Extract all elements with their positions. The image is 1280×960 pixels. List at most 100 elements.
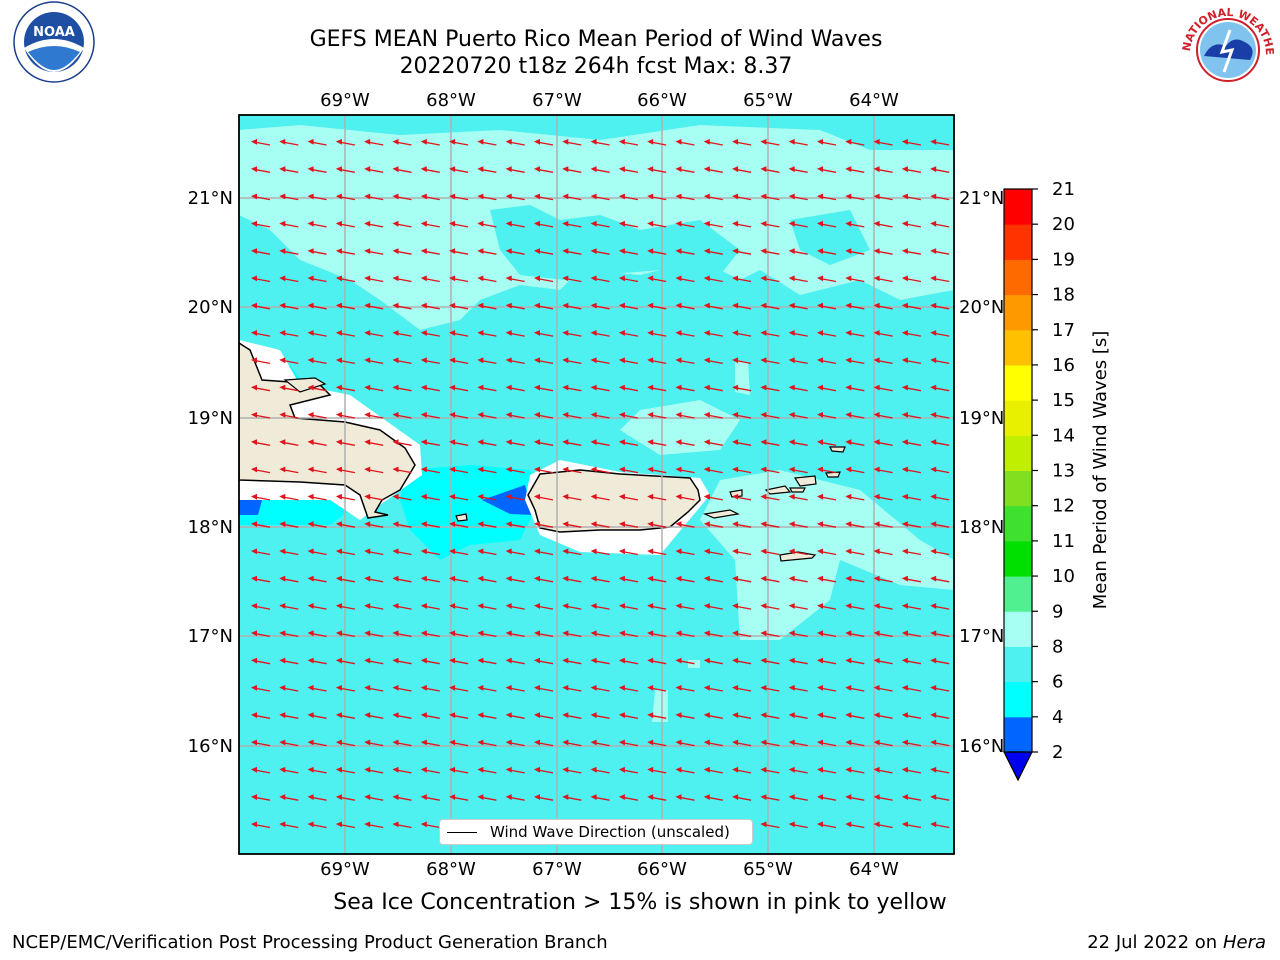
direction-arrow <box>873 630 893 638</box>
direction-arrow <box>392 302 412 310</box>
direction-arrow <box>449 794 469 801</box>
legend-label: Wind Wave Direction (unscaled) <box>490 823 730 841</box>
direction-arrow <box>307 166 327 173</box>
direction-arrow <box>449 603 469 610</box>
direction-arrow <box>335 357 356 365</box>
direction-arrow <box>760 302 780 310</box>
direction-arrow <box>930 493 950 501</box>
direction-arrow <box>420 193 440 201</box>
direction-arrow <box>420 493 440 501</box>
direction-arrow <box>873 739 893 747</box>
direction-arrow <box>364 685 384 692</box>
direction-arrow <box>477 439 497 446</box>
direction-arrow <box>873 248 893 255</box>
direction-arrow <box>364 439 384 446</box>
lon-label-bottom: 67°W <box>532 859 582 880</box>
direction-arrow <box>845 439 865 446</box>
svg-text:NOAA: NOAA <box>33 25 75 40</box>
direction-arrow <box>477 302 497 310</box>
direction-arrow <box>675 220 695 228</box>
direction-arrow <box>703 166 723 173</box>
direction-arrow <box>930 275 950 283</box>
direction-arrow <box>562 521 582 528</box>
direction-arrow <box>901 548 922 556</box>
direction-arrow <box>251 220 271 228</box>
direction-arrow <box>675 139 695 146</box>
direction-arrow <box>703 521 723 528</box>
direction-arrow <box>307 330 327 337</box>
direction-arrow <box>335 821 356 829</box>
direction-arrow <box>901 685 922 692</box>
direction-arrow <box>845 466 865 474</box>
direction-arrow <box>817 766 837 774</box>
direction-arrow <box>647 220 667 228</box>
direction-arrow <box>760 384 780 392</box>
colorbar-under-triangle <box>1003 751 1033 782</box>
direction-arrow <box>760 193 780 201</box>
direction-arrow <box>279 521 299 528</box>
direction-arrow <box>392 248 412 255</box>
direction-arrow <box>477 275 497 283</box>
direction-arrow <box>562 466 582 474</box>
direction-arrow <box>930 139 950 146</box>
direction-arrow <box>307 357 327 365</box>
direction-arrow <box>647 139 667 146</box>
colorbar-segment <box>1004 259 1032 296</box>
direction-arrow <box>279 439 299 446</box>
direction-arrow <box>873 521 893 528</box>
colorbar-tick-label: 12 <box>1052 496 1075 517</box>
direction-arrow <box>251 193 271 201</box>
direction-arrow <box>732 575 752 583</box>
direction-arrow <box>703 275 723 283</box>
direction-arrow <box>647 630 667 638</box>
lat-label-left: 17°N <box>188 626 233 647</box>
direction-arrow <box>675 766 695 774</box>
direction-arrow <box>873 384 893 392</box>
direction-arrow <box>845 193 865 201</box>
direction-arrow <box>335 466 356 474</box>
direction-arrow <box>930 357 950 365</box>
direction-arrow <box>335 330 356 337</box>
direction-arrow <box>760 521 780 528</box>
land-culebra <box>729 489 743 498</box>
direction-arrow <box>788 275 808 283</box>
colorbar-tick-label: 20 <box>1052 214 1075 235</box>
noaa-logo: NOAA <box>13 1 95 83</box>
direction-arrow <box>930 712 950 719</box>
direction-arrow <box>279 466 299 474</box>
direction-arrow <box>477 357 497 365</box>
direction-arrow <box>647 685 667 692</box>
direction-arrow <box>873 439 893 446</box>
direction-arrow <box>335 302 356 310</box>
direction-arrow <box>901 603 922 610</box>
direction-arrow <box>618 766 639 774</box>
direction-arrow <box>788 439 808 446</box>
direction-arrow <box>364 412 384 419</box>
direction-arrow <box>930 248 950 255</box>
direction-arrow <box>477 575 497 583</box>
direction-arrow <box>307 603 327 610</box>
direction-arrow <box>449 220 469 228</box>
direction-arrow <box>788 794 808 801</box>
direction-arrow <box>335 766 356 774</box>
direction-arrow <box>930 630 950 638</box>
direction-arrow <box>392 521 412 528</box>
direction-arrow <box>590 412 610 419</box>
direction-arrow <box>392 685 412 692</box>
direction-arrow <box>534 712 554 719</box>
direction-arrow <box>392 493 412 501</box>
direction-arrow <box>760 657 780 665</box>
direction-arrow <box>873 821 893 829</box>
direction-arrow <box>901 439 922 446</box>
land-tortola <box>793 475 817 487</box>
direction-arrow <box>930 521 950 528</box>
direction-arrow <box>732 493 752 501</box>
direction-arrow <box>505 575 525 583</box>
direction-arrow <box>930 302 950 310</box>
direction-arrow <box>449 193 469 201</box>
direction-arrow <box>901 575 922 583</box>
direction-arrow <box>590 357 610 365</box>
direction-arrow <box>477 766 497 774</box>
direction-arrow <box>845 548 865 556</box>
lat-label-right: 18°N <box>959 517 1004 538</box>
